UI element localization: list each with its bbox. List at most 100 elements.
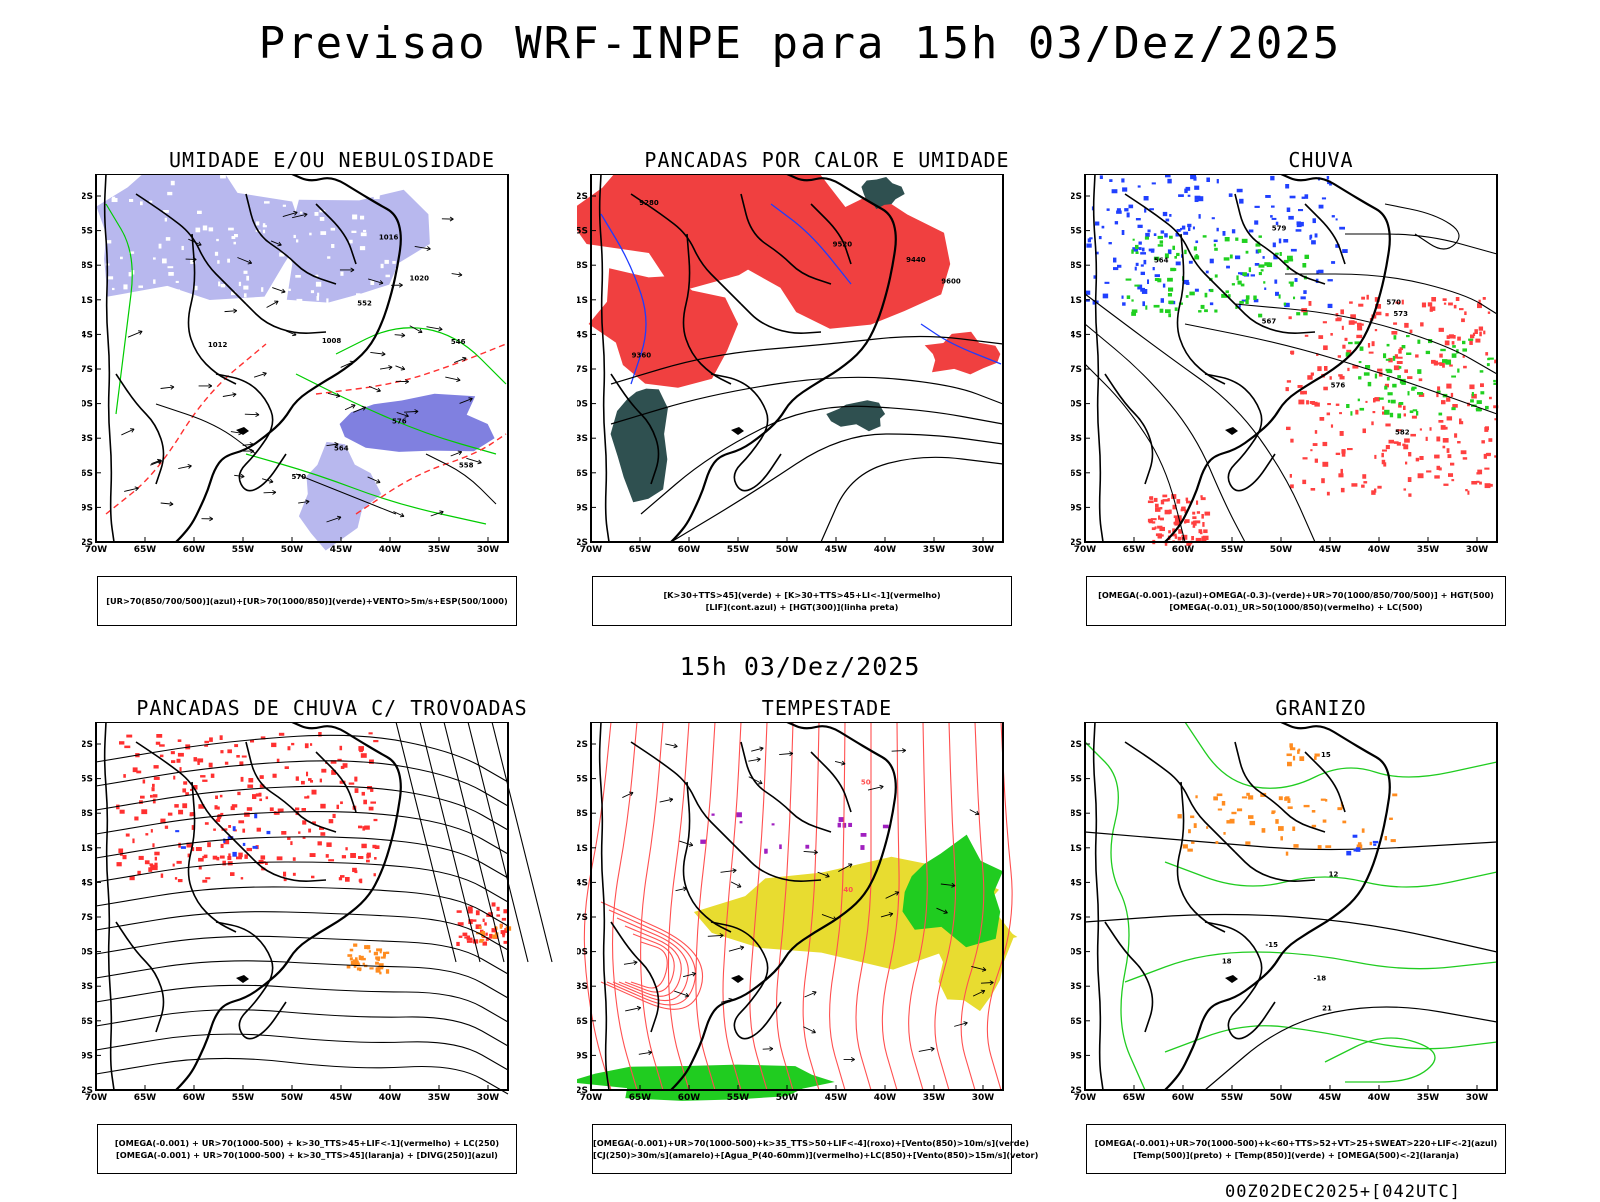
thunderstorm-area bbox=[161, 874, 163, 878]
rain-area bbox=[1158, 534, 1164, 536]
lat-label: 27S bbox=[1071, 365, 1082, 375]
omega-strong-area bbox=[1224, 257, 1230, 260]
omega-area bbox=[1217, 794, 1223, 797]
thunderstorm-area bbox=[467, 938, 473, 941]
omega-strong-area bbox=[1386, 359, 1391, 361]
thunderstorm-area bbox=[152, 787, 155, 791]
omega-strong-area bbox=[1387, 344, 1390, 347]
thunderstorm-area bbox=[145, 833, 148, 835]
rain-area bbox=[1358, 304, 1363, 307]
rain-area bbox=[1404, 413, 1406, 416]
omega-strong-area bbox=[1350, 411, 1352, 415]
rain-area bbox=[1193, 521, 1197, 523]
rain-area bbox=[1336, 404, 1340, 406]
omega-strong-area bbox=[1235, 238, 1238, 241]
omega-area bbox=[1293, 756, 1295, 761]
rain-area bbox=[1317, 366, 1321, 371]
lat-label: 18S bbox=[82, 261, 93, 271]
rain-area bbox=[1345, 338, 1348, 341]
legend-line: [K>30+TTS>45](verde) + [K>30+TTS>45+LI<-… bbox=[593, 589, 1011, 601]
thunderstorm-area bbox=[374, 819, 378, 821]
cloud-gap bbox=[263, 230, 265, 234]
cloud-gap bbox=[381, 264, 384, 268]
thunderstorm-area bbox=[123, 855, 127, 859]
legend-chuva: [OMEGA(-0.001)-(azul)+OMEGA(-0.3)-(verde… bbox=[1086, 576, 1506, 626]
rain-area bbox=[1350, 320, 1354, 323]
thunderstorm-area bbox=[354, 870, 357, 873]
omega-area bbox=[1264, 288, 1266, 290]
omega-area bbox=[1206, 178, 1210, 183]
contour-label: 546 bbox=[451, 338, 466, 346]
thunderstorm-area bbox=[178, 739, 182, 742]
omega-area bbox=[1251, 274, 1255, 276]
cloud-gap bbox=[385, 260, 389, 264]
rain-area bbox=[1426, 470, 1431, 472]
contour-label: 582 bbox=[1395, 429, 1410, 437]
rain-area bbox=[1203, 529, 1207, 533]
thunderstorm-area bbox=[174, 804, 178, 808]
omega-area bbox=[1193, 177, 1196, 181]
lat-label: 36S bbox=[1071, 1017, 1082, 1027]
rain-area bbox=[1362, 474, 1366, 479]
rain-area bbox=[1347, 368, 1349, 371]
divergence-area bbox=[267, 831, 271, 834]
panel-title-pancadas-calor: PANCADAS POR CALOR E UMIDADE bbox=[577, 148, 1077, 172]
omega-area bbox=[1210, 302, 1213, 305]
lon-label: 60W bbox=[183, 545, 206, 555]
rain-area bbox=[1200, 495, 1202, 497]
thunderstorm-area bbox=[310, 853, 316, 857]
cloud-gap bbox=[153, 279, 155, 283]
omega-area bbox=[1141, 264, 1144, 266]
lon-label: 60W bbox=[678, 545, 701, 555]
omega-area bbox=[1129, 205, 1134, 209]
omega-strong-area bbox=[1280, 252, 1282, 256]
omega-area bbox=[1255, 206, 1260, 208]
lon-label: 45W bbox=[825, 545, 848, 555]
thunderstorm-area bbox=[124, 746, 130, 749]
lat-label: 39S bbox=[82, 503, 93, 513]
omega-area bbox=[1265, 195, 1271, 198]
cloud-gap bbox=[361, 233, 367, 237]
omega-area bbox=[1145, 233, 1150, 237]
omega-area bbox=[1161, 230, 1165, 233]
thunderstorm-area bbox=[211, 774, 215, 778]
thunderstorm-area bbox=[215, 805, 218, 809]
omega-strong-area bbox=[1239, 301, 1244, 304]
shower-area bbox=[350, 957, 353, 960]
shower-area bbox=[500, 924, 502, 929]
thunderstorm-area bbox=[126, 735, 132, 738]
rain-area bbox=[1448, 454, 1452, 458]
cloud-gap bbox=[327, 256, 330, 258]
lon-label: 35W bbox=[1417, 1093, 1440, 1103]
omega-area bbox=[1237, 808, 1242, 811]
lat-label: 39S bbox=[577, 503, 588, 513]
thunderstorm-area bbox=[345, 847, 347, 850]
omega-area bbox=[1187, 224, 1191, 227]
thunderstorm-area bbox=[363, 800, 367, 805]
cloud-gap bbox=[360, 216, 364, 220]
cloud-gap bbox=[166, 237, 170, 241]
rain-area bbox=[1451, 393, 1453, 397]
thunderstorm-area bbox=[321, 769, 326, 773]
lon-label: 40W bbox=[1368, 545, 1391, 555]
cloud-gap bbox=[256, 221, 259, 225]
thunderstorm-area bbox=[320, 804, 325, 809]
thunderstorm-area bbox=[496, 914, 500, 916]
rain-area bbox=[1377, 486, 1381, 489]
rain-area bbox=[1441, 400, 1446, 404]
omega-area bbox=[1163, 284, 1165, 288]
rain-area bbox=[1486, 453, 1491, 455]
omega-strong-area bbox=[1488, 358, 1494, 360]
thunderstorm-area bbox=[248, 778, 253, 782]
cloud-gap bbox=[197, 298, 202, 302]
cloud-gap bbox=[331, 228, 335, 231]
cloud-gap bbox=[244, 271, 248, 274]
omega-area bbox=[1358, 842, 1362, 846]
cloud-gap bbox=[316, 282, 321, 287]
omega-area bbox=[1086, 244, 1091, 248]
thunderstorm-area bbox=[173, 864, 175, 867]
omega-area bbox=[1142, 301, 1145, 306]
storm-area bbox=[838, 823, 841, 828]
lat-label: 30S bbox=[577, 948, 588, 958]
lon-label: 35W bbox=[428, 1093, 451, 1103]
